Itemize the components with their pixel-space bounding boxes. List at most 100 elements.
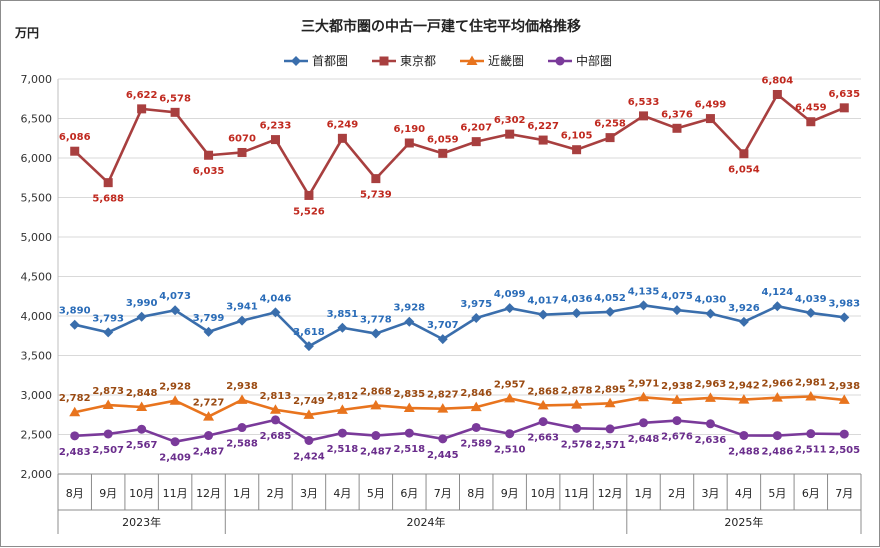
y-tick-label: 3,000 bbox=[21, 389, 53, 402]
triangle-marker bbox=[236, 394, 248, 404]
square-marker bbox=[137, 104, 147, 114]
data-label: 2,827 bbox=[427, 390, 459, 401]
circle-marker bbox=[672, 416, 682, 426]
x-tick-label: 6月 bbox=[802, 487, 820, 500]
diamond-marker bbox=[772, 301, 783, 312]
series-square: 6,086 5,688 6,622 6,578 6,035 6070 6,233 5,526 6… bbox=[59, 75, 860, 217]
data-label: 2,578 bbox=[561, 439, 593, 450]
data-label: 6,105 bbox=[561, 131, 593, 142]
legend-label: 近畿圏 bbox=[488, 54, 524, 68]
y-tick-label: 6,500 bbox=[21, 113, 53, 126]
diamond-marker bbox=[504, 303, 515, 314]
data-label: 2,895 bbox=[594, 384, 626, 395]
square-marker bbox=[337, 133, 347, 143]
data-label: 4,052 bbox=[594, 293, 626, 304]
data-label: 6,249 bbox=[327, 119, 359, 130]
triangle-marker bbox=[102, 399, 114, 410]
data-label: 2,942 bbox=[728, 381, 760, 392]
data-label: 2,868 bbox=[360, 386, 392, 397]
data-label: 2,848 bbox=[126, 388, 158, 399]
data-label: 2,518 bbox=[393, 444, 425, 455]
legend-label: 首都圏 bbox=[312, 54, 348, 68]
data-label: 4,073 bbox=[159, 291, 191, 302]
data-label: 2,938 bbox=[226, 381, 258, 392]
triangle-marker bbox=[69, 406, 81, 417]
data-label: 2,846 bbox=[460, 388, 492, 399]
square-marker bbox=[572, 145, 582, 155]
square-marker bbox=[438, 148, 448, 158]
year-label: 2023年 bbox=[122, 515, 161, 529]
year-label: 2025年 bbox=[724, 515, 763, 529]
triangle-marker bbox=[437, 403, 449, 413]
diamond-marker bbox=[605, 306, 616, 317]
y-axis-ticks: 2,000 2,500 3,000 3,500 4,000 4,500 5,000 5,500… bbox=[21, 73, 53, 481]
data-label: 6,054 bbox=[728, 165, 760, 176]
triangle-marker bbox=[169, 395, 181, 405]
data-label: 2,486 bbox=[762, 447, 794, 458]
data-label: 6,207 bbox=[460, 123, 492, 134]
data-label: 4,017 bbox=[527, 296, 559, 307]
series-line bbox=[74, 304, 845, 348]
data-label: 2,749 bbox=[293, 396, 325, 407]
data-label: 2,663 bbox=[527, 433, 559, 444]
circle-marker bbox=[103, 429, 113, 439]
triangle-marker bbox=[738, 394, 750, 404]
data-label: 3,851 bbox=[327, 309, 359, 320]
diamond-marker bbox=[738, 316, 749, 327]
data-label: 2,409 bbox=[159, 453, 191, 464]
data-label: 2,727 bbox=[193, 398, 225, 409]
x-tick-label: 9月 bbox=[501, 487, 519, 500]
data-label: 3,707 bbox=[427, 320, 459, 331]
data-label: 6,233 bbox=[260, 121, 292, 132]
x-tick-label: 10月 bbox=[129, 487, 154, 500]
data-label: 2,571 bbox=[594, 440, 626, 451]
x-tick-label: 11月 bbox=[163, 487, 188, 500]
data-label: 3,793 bbox=[92, 313, 124, 324]
x-tick-label: 12月 bbox=[598, 487, 623, 500]
square-marker bbox=[371, 174, 381, 184]
data-label: 3,890 bbox=[59, 306, 91, 317]
data-label: 2,487 bbox=[193, 447, 225, 458]
data-label: 2,589 bbox=[460, 438, 492, 449]
data-label: 2,510 bbox=[494, 445, 526, 456]
square-marker bbox=[404, 138, 414, 148]
data-label: 3,975 bbox=[460, 299, 492, 310]
x-tick-label: 3月 bbox=[300, 487, 318, 500]
x-tick-label: 5月 bbox=[367, 487, 385, 500]
data-label: 4,030 bbox=[695, 295, 727, 306]
data-label: 6,635 bbox=[828, 89, 860, 100]
data-label: 6,459 bbox=[795, 103, 827, 114]
data-label: 3,926 bbox=[728, 303, 760, 314]
data-label: 2,445 bbox=[427, 450, 459, 461]
data-label: 5,526 bbox=[293, 206, 325, 217]
circle-marker bbox=[572, 423, 582, 433]
diamond-marker bbox=[839, 312, 850, 323]
data-label: 3,928 bbox=[393, 303, 425, 314]
square-marker bbox=[705, 114, 715, 124]
circle-marker bbox=[337, 428, 347, 438]
data-label: 2,782 bbox=[59, 393, 91, 404]
square-marker bbox=[103, 178, 113, 188]
diamond-marker bbox=[638, 300, 649, 311]
circle-marker bbox=[772, 431, 782, 441]
diamond-marker bbox=[170, 305, 181, 316]
data-label: 2,511 bbox=[795, 445, 827, 456]
triangle-marker bbox=[370, 399, 382, 410]
circle-marker bbox=[639, 418, 649, 428]
data-label: 3,983 bbox=[828, 298, 860, 309]
square-marker bbox=[505, 129, 515, 139]
data-label: 2,966 bbox=[762, 379, 794, 390]
circle-marker bbox=[137, 424, 147, 434]
triangle-marker bbox=[466, 55, 478, 65]
x-tick-label: 4月 bbox=[735, 487, 753, 500]
square-marker bbox=[471, 137, 481, 147]
square-marker bbox=[237, 147, 247, 157]
data-label: 6,533 bbox=[628, 97, 660, 108]
circle-marker bbox=[538, 417, 548, 427]
legend: 首都圏 東京都 近畿圏 中部圏 bbox=[284, 53, 612, 68]
circle-marker bbox=[806, 429, 816, 439]
triangle-marker bbox=[805, 391, 817, 401]
square-marker bbox=[639, 111, 649, 121]
